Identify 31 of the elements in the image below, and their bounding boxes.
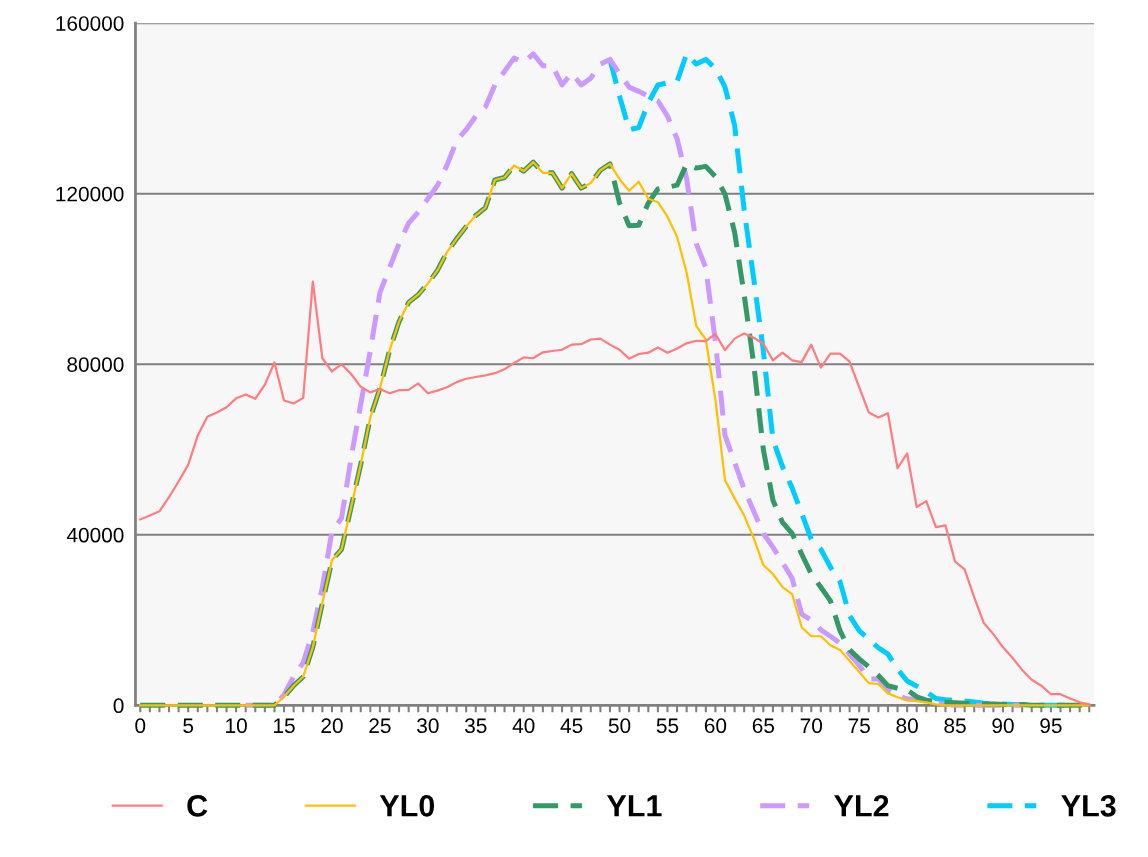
- line-series: [139, 280, 1091, 706]
- y-tick-label: 160000: [56, 16, 124, 31]
- x-tick-label: 70: [800, 718, 823, 734]
- x-tick-label: 75: [848, 718, 870, 734]
- y-tick-label: 0: [113, 698, 124, 714]
- x-tick-label: 60: [704, 718, 727, 734]
- y-tick-label: 40000: [66, 527, 124, 543]
- y-tick-label: 80000: [67, 357, 124, 372]
- legend-label: YL0: [379, 795, 435, 817]
- x-tick-label: 95: [1040, 718, 1062, 734]
- x-tick-label: 0: [135, 718, 146, 734]
- x-tick-label: 45: [560, 718, 583, 734]
- x-tick-label: 90: [992, 718, 1014, 734]
- legend-label: YL3: [1061, 795, 1116, 817]
- x-tick-label: 80: [896, 718, 918, 734]
- x-tick-label: 40: [512, 718, 535, 734]
- x-tick-label: 55: [656, 718, 679, 734]
- y-tick-label: 120000: [56, 186, 124, 202]
- legend-label: YL1: [606, 795, 662, 817]
- legend-label: YL2: [834, 795, 889, 817]
- x-tick-label: 25: [369, 718, 391, 734]
- legend-label: C: [187, 795, 208, 817]
- x-tick-label: 50: [608, 718, 631, 734]
- x-tick-label: 65: [752, 718, 775, 734]
- x-tick-label: 15: [274, 718, 295, 734]
- x-tick-label: 10: [226, 718, 247, 734]
- x-tick-label: 35: [464, 718, 487, 734]
- x-tick-label: 5: [183, 718, 194, 734]
- x-tick-label: 20: [321, 718, 343, 734]
- x-tick-label: 85: [944, 718, 966, 734]
- x-tick-label: 30: [417, 718, 439, 734]
